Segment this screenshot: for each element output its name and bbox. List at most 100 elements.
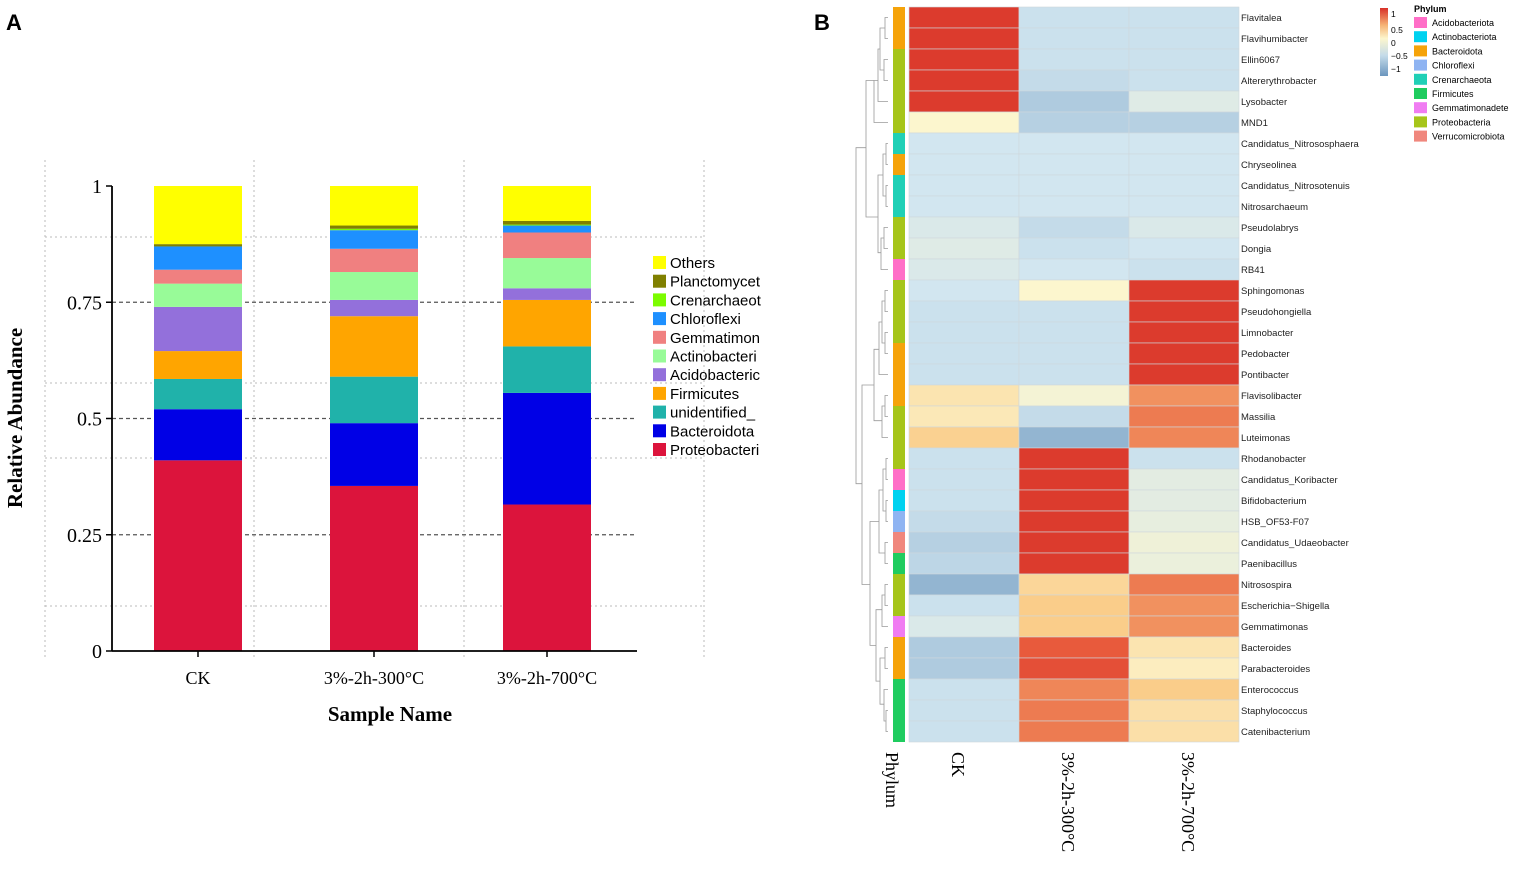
heatmap-cell (908, 384, 1020, 407)
heatmap-cell (908, 195, 1020, 218)
phylum-strip-cell (893, 679, 905, 700)
color-scale-bar (1380, 8, 1388, 76)
bar-segment (503, 232, 591, 259)
phylum-legend-swatch (1414, 116, 1427, 128)
bar-segment (330, 225, 418, 229)
row-label: Catenibacterium (1241, 727, 1310, 738)
heatmap-cell (908, 531, 1020, 554)
heatmap-cell (908, 279, 1020, 302)
row-label: Flavitalea (1241, 13, 1282, 24)
heatmap-cell (908, 258, 1020, 281)
heatmap-cell (908, 6, 1020, 29)
dendrogram-branch (881, 594, 888, 627)
bar-segment (503, 220, 591, 225)
panel-a-label: A (6, 10, 22, 35)
dendrogram-branch (855, 147, 866, 485)
phylum-legend-label: Gemmatimonadete (1432, 103, 1509, 113)
y-tick-label: 0.75 (67, 292, 102, 314)
bar-segment (330, 228, 418, 231)
dendrogram-branch (884, 395, 888, 417)
bar-segment (154, 186, 242, 245)
heatmap-cell (1128, 657, 1240, 680)
heatmap-cell (908, 489, 1020, 512)
heatmap-cell (1018, 531, 1130, 554)
legend-swatch (653, 349, 666, 363)
heatmap-cell (908, 300, 1020, 323)
y-axis-label: Relative Abundance (3, 328, 27, 508)
phylum-legend-swatch (1414, 17, 1427, 28)
heatmap-cell (1018, 447, 1130, 470)
row-label: Staphylococcus (1241, 706, 1308, 717)
heatmap-cell (1018, 237, 1130, 260)
legend-swatch (653, 443, 666, 456)
dendrogram-branch (885, 185, 888, 207)
bar-segment (503, 346, 591, 393)
dendrogram-branch (884, 647, 888, 669)
y-tick-label: 0.25 (67, 525, 102, 547)
phylum-strip-cell (893, 427, 905, 448)
heatmap-cell (1128, 531, 1240, 554)
heatmap-cell (1018, 90, 1130, 113)
heatmap-cell (908, 510, 1020, 533)
row-label: Candidatus_Udaeobacter (1241, 538, 1349, 549)
heatmap-cell (1128, 573, 1240, 596)
bar-segment (330, 299, 418, 317)
bar-segment (503, 186, 591, 221)
dendrogram-branch (884, 584, 888, 606)
phylum-legend-swatch (1414, 31, 1427, 43)
legend-swatch (653, 386, 666, 400)
row-label: Pseudohongiella (1241, 307, 1312, 318)
phylum-legend-swatch (1414, 130, 1427, 142)
heatmap-cell (908, 342, 1020, 365)
heatmap-cell (908, 720, 1020, 743)
row-label: Lysobacter (1241, 97, 1287, 108)
row-label: Pedobacter (1241, 349, 1290, 360)
heatmap-cell (908, 594, 1020, 617)
dendrogram-branch (878, 321, 888, 375)
bar-segment (503, 504, 591, 651)
y-tick-label: 1 (92, 176, 102, 198)
heatmap-cell (908, 216, 1020, 239)
heatmap-cell (908, 468, 1020, 491)
heatmap-cell (908, 237, 1020, 260)
heatmap-cell (1018, 216, 1130, 239)
heatmap-cell (1018, 720, 1130, 743)
dendrogram-branch (882, 153, 886, 197)
row-label: Flavihumibacter (1241, 34, 1308, 45)
heatmap-cell (1128, 132, 1240, 155)
phylum-strip-cell (893, 7, 905, 28)
dendrogram-branch (882, 468, 886, 512)
phylum-strip-cell (893, 133, 905, 154)
bar-segment (503, 288, 591, 300)
heatmap-cell (1128, 426, 1240, 449)
bar-segment (330, 186, 418, 226)
heatmap-cell (1128, 321, 1240, 344)
bar-segment (154, 351, 242, 379)
color-scale-tick-label: 0.5 (1391, 25, 1403, 35)
phylum-strip-cell (893, 469, 905, 490)
phylum-strip-cell (893, 385, 905, 406)
color-scale-tick-label: 0 (1391, 38, 1396, 48)
heatmap-cell (908, 636, 1020, 659)
heatmap-cell (908, 657, 1020, 680)
dendrogram-branch (883, 689, 888, 722)
phylum-strip-cell (893, 343, 905, 364)
heatmap-cell (1128, 300, 1240, 323)
phylum-strip-cell (893, 616, 905, 637)
phylum-legend-title: Phylum (1414, 4, 1447, 14)
row-label: Bifidobacterium (1241, 496, 1307, 507)
row-dendrogram (855, 17, 888, 732)
legend-swatch (653, 368, 666, 382)
dendrogram-branch (881, 405, 888, 438)
phylum-legend-label: Bacteroidota (1432, 46, 1483, 56)
heatmap-cell (1128, 216, 1240, 239)
bar-segment (154, 244, 242, 247)
legend-label: Firmicutes (670, 386, 739, 403)
phylum-strip-cell (893, 574, 905, 595)
column-label: 3%-2h-700°C (1178, 752, 1198, 852)
heatmap-cell (1128, 195, 1240, 218)
legend-label: Actinobacteri (670, 349, 757, 366)
bar-segment (503, 299, 591, 347)
row-label: Flavisolibacter (1241, 391, 1302, 402)
heatmap-cell (908, 90, 1020, 113)
